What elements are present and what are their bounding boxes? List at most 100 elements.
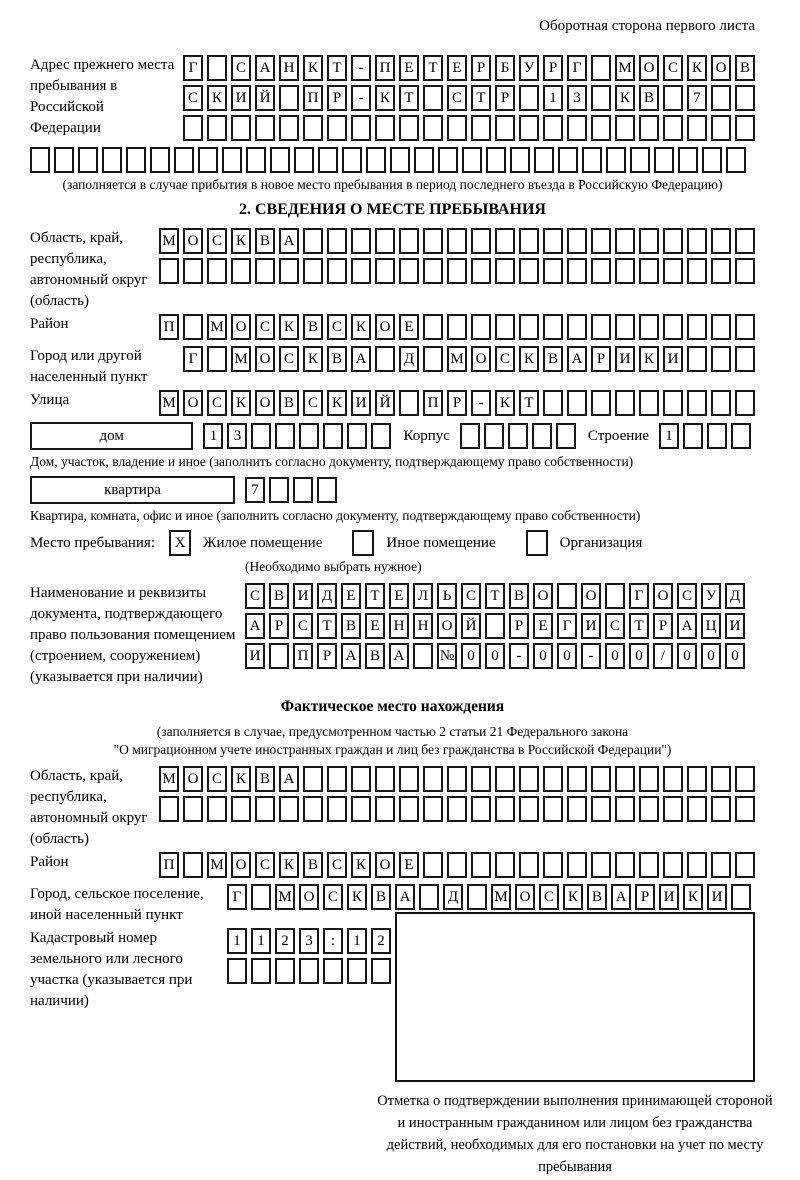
- char-box[interactable]: К: [231, 766, 251, 792]
- char-box[interactable]: [711, 314, 731, 340]
- char-box[interactable]: [591, 85, 611, 111]
- char-box[interactable]: [615, 390, 635, 416]
- char-box[interactable]: П: [423, 390, 443, 416]
- char-box[interactable]: [231, 115, 251, 141]
- char-box[interactable]: Н: [279, 55, 299, 81]
- char-box[interactable]: Д: [725, 583, 745, 609]
- char-box[interactable]: [275, 958, 295, 984]
- char-box[interactable]: [687, 228, 707, 254]
- char-box[interactable]: М: [159, 390, 179, 416]
- char-box[interactable]: [687, 115, 707, 141]
- char-box[interactable]: 0: [701, 643, 721, 669]
- char-box[interactable]: О: [255, 346, 275, 372]
- char-box[interactable]: [303, 796, 323, 822]
- char-box[interactable]: К: [375, 85, 395, 111]
- char-box[interactable]: [582, 147, 602, 173]
- char-box[interactable]: Е: [341, 583, 361, 609]
- char-box[interactable]: В: [509, 583, 529, 609]
- char-box[interactable]: [399, 258, 419, 284]
- char-box[interactable]: [519, 258, 539, 284]
- char-box[interactable]: [447, 228, 467, 254]
- char-box[interactable]: М: [207, 852, 227, 878]
- char-box[interactable]: [507, 423, 528, 449]
- char-box[interactable]: [255, 258, 275, 284]
- char-box[interactable]: 1: [203, 423, 224, 449]
- char-box[interactable]: С: [207, 228, 227, 254]
- char-box[interactable]: [495, 796, 515, 822]
- char-box[interactable]: [279, 258, 299, 284]
- char-box[interactable]: [399, 115, 419, 141]
- char-box[interactable]: С: [327, 852, 347, 878]
- char-box[interactable]: [687, 852, 707, 878]
- char-box[interactable]: К: [231, 390, 251, 416]
- char-box[interactable]: И: [663, 346, 683, 372]
- char-box[interactable]: [519, 85, 539, 111]
- char-box[interactable]: [102, 147, 122, 173]
- char-box[interactable]: [303, 766, 323, 792]
- char-box[interactable]: [30, 147, 50, 173]
- char-box[interactable]: С: [663, 55, 683, 81]
- char-box[interactable]: [447, 258, 467, 284]
- char-box[interactable]: К: [639, 346, 659, 372]
- char-box[interactable]: П: [159, 852, 179, 878]
- char-box[interactable]: [423, 766, 443, 792]
- residential-checkbox[interactable]: X: [169, 530, 191, 556]
- char-box[interactable]: Г: [629, 583, 649, 609]
- char-box[interactable]: [543, 796, 563, 822]
- char-box[interactable]: [663, 766, 683, 792]
- char-box[interactable]: М: [159, 766, 179, 792]
- char-box[interactable]: [543, 228, 563, 254]
- char-box[interactable]: [371, 958, 391, 984]
- char-box[interactable]: Е: [365, 613, 385, 639]
- char-box[interactable]: Р: [653, 613, 673, 639]
- char-box[interactable]: М: [491, 884, 511, 910]
- char-box[interactable]: О: [581, 583, 601, 609]
- char-box[interactable]: А: [395, 884, 415, 910]
- char-box[interactable]: 0: [461, 643, 481, 669]
- char-box[interactable]: [591, 766, 611, 792]
- char-box[interactable]: [711, 85, 731, 111]
- char-box[interactable]: Н: [413, 613, 433, 639]
- char-box[interactable]: [351, 115, 371, 141]
- char-box[interactable]: [275, 423, 296, 449]
- char-box[interactable]: [207, 796, 227, 822]
- char-box[interactable]: [390, 147, 410, 173]
- char-box[interactable]: О: [231, 852, 251, 878]
- char-box[interactable]: Р: [447, 390, 467, 416]
- char-box[interactable]: [246, 147, 266, 173]
- char-box[interactable]: [630, 147, 650, 173]
- char-box[interactable]: Д: [317, 583, 337, 609]
- char-box[interactable]: С: [303, 390, 323, 416]
- char-box[interactable]: [735, 314, 755, 340]
- char-box[interactable]: К: [351, 314, 371, 340]
- char-box[interactable]: [687, 766, 707, 792]
- char-box[interactable]: [255, 796, 275, 822]
- char-box[interactable]: 0: [677, 643, 697, 669]
- char-box[interactable]: [567, 228, 587, 254]
- char-box[interactable]: С: [231, 55, 251, 81]
- other-premises-checkbox[interactable]: [352, 530, 375, 556]
- char-box[interactable]: К: [207, 85, 227, 111]
- char-box[interactable]: И: [293, 583, 313, 609]
- char-box[interactable]: 7: [245, 477, 265, 503]
- char-box[interactable]: [615, 258, 635, 284]
- char-box[interactable]: [687, 314, 707, 340]
- char-box[interactable]: [269, 477, 289, 503]
- char-box[interactable]: [471, 228, 491, 254]
- char-box[interactable]: [519, 796, 539, 822]
- char-box[interactable]: [567, 115, 587, 141]
- char-box[interactable]: [303, 115, 323, 141]
- char-box[interactable]: [519, 314, 539, 340]
- char-box[interactable]: [731, 884, 751, 910]
- char-box[interactable]: [347, 958, 367, 984]
- char-box[interactable]: [317, 477, 337, 503]
- char-box[interactable]: [438, 147, 458, 173]
- char-box[interactable]: -: [471, 390, 491, 416]
- char-box[interactable]: 7: [687, 85, 707, 111]
- char-box[interactable]: [294, 147, 314, 173]
- char-box[interactable]: [735, 852, 755, 878]
- char-box[interactable]: С: [255, 314, 275, 340]
- char-box[interactable]: 3: [227, 423, 248, 449]
- char-box[interactable]: К: [347, 884, 367, 910]
- char-box[interactable]: [687, 390, 707, 416]
